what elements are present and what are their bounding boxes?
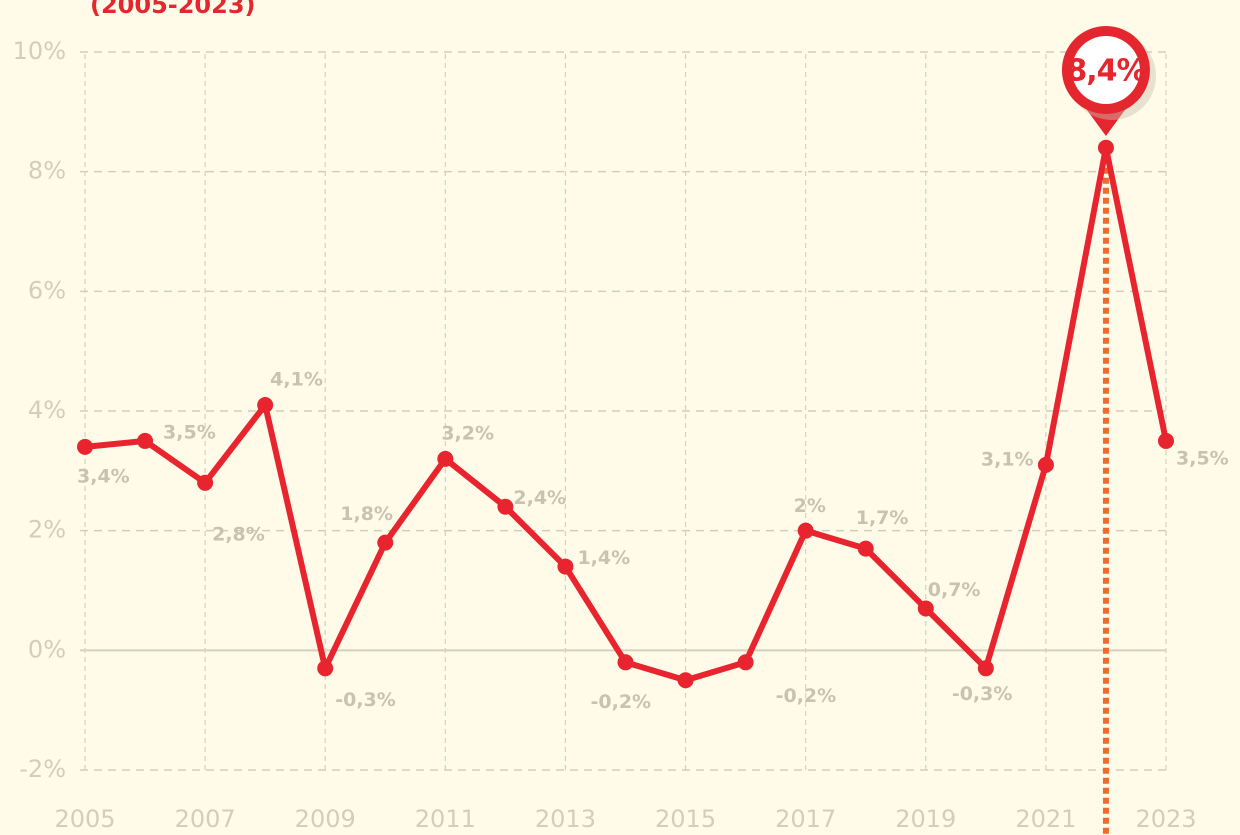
point: [197, 474, 214, 491]
data-label: -0,2%: [591, 691, 652, 713]
x-tick-label: 2015: [655, 805, 716, 833]
data-label: 2,8%: [212, 523, 265, 545]
x-tick-label: 2013: [535, 805, 596, 833]
x-tick-label: 2005: [54, 805, 115, 833]
data-label: 3,5%: [1176, 447, 1229, 469]
x-tick-label: 2019: [895, 805, 956, 833]
chart-title: (2005-2023): [90, 0, 256, 19]
data-label: 3,4%: [77, 465, 130, 487]
data-label: -0,3%: [952, 683, 1013, 705]
y-tick-label: -2%: [19, 755, 66, 783]
data-label: 4,1%: [270, 369, 323, 391]
data-label: 1,4%: [577, 547, 630, 569]
y-tick-label: 10%: [13, 37, 66, 65]
point: [857, 540, 874, 557]
x-tick-label: 2007: [175, 805, 236, 833]
data-label: 2,4%: [513, 487, 566, 509]
x-tick-label: 2021: [1015, 805, 1076, 833]
y-tick-label: 8%: [28, 157, 66, 185]
point: [377, 534, 394, 551]
point: [437, 450, 454, 467]
data-label: 2%: [794, 495, 826, 517]
x-tick-label: 2023: [1135, 805, 1196, 833]
point: [557, 558, 574, 575]
data-label: 0,7%: [928, 579, 981, 601]
data-label: 1,8%: [340, 503, 393, 525]
point: [137, 432, 154, 449]
callout-label: 8,4%: [1066, 54, 1146, 89]
point: [1037, 456, 1054, 473]
point: [917, 600, 934, 617]
data-label: 3,5%: [163, 421, 216, 443]
point: [677, 672, 694, 689]
data-label: 3,2%: [441, 422, 494, 444]
point: [77, 438, 93, 455]
point: [257, 397, 274, 414]
point: [317, 660, 334, 677]
x-tick-label: 2017: [775, 805, 836, 833]
point: [797, 522, 814, 539]
y-tick-label: 2%: [28, 516, 66, 544]
point: [977, 660, 994, 677]
series-line: [84, 144, 1169, 684]
x-tick-label: 2011: [415, 805, 476, 833]
point: [617, 654, 634, 671]
y-tick-label: 6%: [28, 276, 66, 304]
point: [1158, 432, 1174, 449]
callout-inner: [1071, 36, 1140, 104]
data-label: 3,1%: [981, 448, 1034, 470]
y-tick-label: 0%: [28, 635, 66, 663]
y-tick-label: 4%: [28, 396, 66, 424]
data-label: -0,3%: [335, 689, 396, 711]
point: [497, 498, 514, 515]
point: [1097, 139, 1114, 156]
data-label: -0,2%: [776, 685, 837, 707]
data-label: 1,7%: [856, 507, 909, 529]
point: [737, 654, 754, 671]
x-tick-label: 2009: [295, 805, 356, 833]
